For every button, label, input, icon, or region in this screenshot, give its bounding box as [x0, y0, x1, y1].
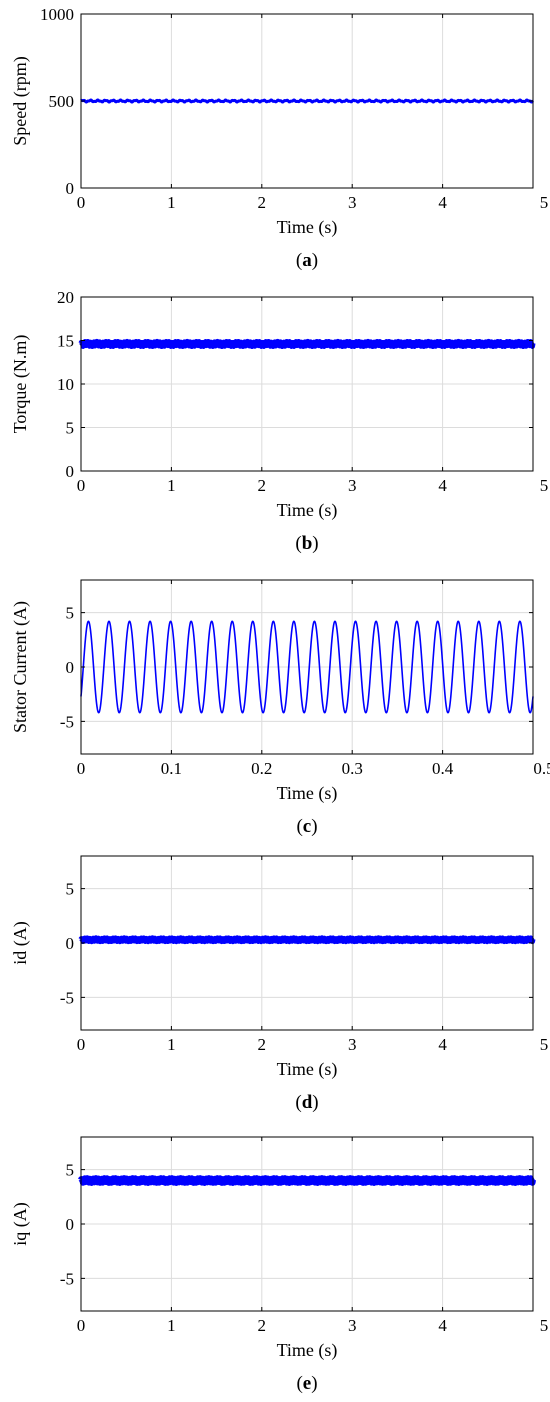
y-tick-label: 5	[66, 880, 75, 899]
series-line	[80, 620, 534, 714]
x-tick-label: 2	[258, 1316, 267, 1335]
x-axis-label: Time (s)	[277, 217, 338, 238]
caption-letter: c	[303, 816, 311, 837]
series-line	[78, 338, 536, 350]
caption-close: )	[311, 1373, 317, 1394]
x-tick-label: 0.2	[251, 759, 272, 778]
x-axis-label: Time (s)	[277, 500, 338, 521]
x-tick-label: 1	[167, 193, 176, 212]
x-axis-label: Time (s)	[277, 1059, 338, 1080]
caption-open: (	[296, 1373, 302, 1394]
y-tick-label: 20	[57, 288, 74, 307]
chart-panel-a: 0 1 2 3 4 5 0 500 1000 Time (s) Speed (rpm) (a)	[10, 5, 548, 271]
y-axis-label: iq (A)	[10, 1202, 31, 1246]
y-tick-label: 0	[66, 934, 75, 953]
x-tick-label: 4	[438, 1316, 447, 1335]
x-tick-label: 0.5	[533, 759, 550, 778]
x-tick-label: 2	[258, 476, 267, 495]
x-tick-label: 1	[167, 476, 176, 495]
x-tick-label: 4	[438, 476, 447, 495]
x-tick-label: 4	[438, 1035, 447, 1054]
caption-letter: e	[303, 1373, 311, 1394]
caption-letter: b	[302, 533, 313, 554]
y-axis-label: Stator Current (A)	[10, 601, 31, 733]
caption-close: )	[312, 1092, 318, 1113]
panel-caption: (a)	[296, 250, 318, 271]
x-tick-label: 0	[77, 759, 86, 778]
x-tick-label: 1	[167, 1035, 176, 1054]
x-axis-label: Time (s)	[277, 783, 338, 804]
x-tick-label: 0	[77, 193, 86, 212]
y-tick-label: 500	[49, 92, 75, 111]
caption-open: (	[296, 816, 302, 837]
x-tick-label: 2	[258, 1035, 267, 1054]
x-tick-label: 0	[77, 1035, 86, 1054]
x-tick-label: 1	[167, 1316, 176, 1335]
caption-letter: d	[302, 1092, 313, 1113]
x-tick-label: 0	[77, 1316, 86, 1335]
caption-close: )	[312, 250, 318, 271]
caption-close: )	[311, 816, 317, 837]
x-tick-label: 3	[348, 193, 357, 212]
y-axis-label: Speed (rpm)	[10, 56, 31, 145]
caption-open: (	[296, 250, 302, 271]
x-tick-label: 2	[258, 193, 267, 212]
y-tick-label: 15	[57, 332, 74, 351]
y-tick-label: 5	[66, 1161, 75, 1180]
panel-caption: (b)	[295, 533, 318, 554]
series-line	[78, 1175, 536, 1186]
caption-open: (	[295, 533, 301, 554]
y-tick-label: 0	[66, 179, 75, 198]
series-line	[79, 98, 535, 104]
x-tick-label: 3	[348, 1035, 357, 1054]
y-tick-label: 0	[66, 1215, 75, 1234]
chart-panel-c: 0 0.1 0.2 0.3 0.4 0.5 -5 0 5 Time (s) Stator Curre…	[10, 579, 550, 837]
y-tick-label: 5	[66, 419, 75, 438]
chart-panel-d: 0 1 2 3 4 5 -5 0 5 Time (s) id (A) (d)	[10, 855, 549, 1113]
x-tick-label: 0.1	[161, 759, 182, 778]
x-tick-label: 0	[77, 476, 86, 495]
y-tick-label: -5	[60, 712, 74, 731]
x-tick-label: 5	[540, 1316, 549, 1335]
x-tick-label: 5	[540, 1035, 549, 1054]
x-tick-label: 4	[438, 193, 447, 212]
y-axis-label: id (A)	[10, 921, 31, 965]
y-tick-label: 10	[57, 375, 74, 394]
x-tick-label: 0.3	[342, 759, 363, 778]
panel-caption: (d)	[295, 1092, 318, 1113]
x-tick-label: 0.4	[432, 759, 454, 778]
caption-open: (	[295, 1092, 301, 1113]
y-tick-label: -5	[60, 1269, 74, 1288]
x-axis-label: Time (s)	[277, 1340, 338, 1361]
x-tick-label: 3	[348, 1316, 357, 1335]
y-tick-label: 1000	[40, 5, 74, 24]
y-axis-label: Torque (N.m)	[10, 335, 31, 434]
chart-panel-e: 0 1 2 3 4 5 -5 0 5 Time (s) iq (A) (e)	[10, 1136, 549, 1394]
y-tick-label: 0	[66, 462, 75, 481]
panel-caption: (c)	[296, 816, 317, 837]
caption-letter: a	[302, 250, 312, 271]
series-line	[78, 935, 536, 945]
panel-caption: (e)	[296, 1373, 317, 1394]
y-tick-label: 5	[66, 604, 75, 623]
x-tick-label: 3	[348, 476, 357, 495]
caption-close: )	[312, 533, 318, 554]
chart-panel-b: 0 1 2 3 4 5 0 5 10 15 20 Time (s) Torque (N.m) (b)	[10, 288, 548, 554]
x-tick-label: 5	[540, 476, 549, 495]
y-tick-label: 0	[66, 658, 75, 677]
x-tick-label: 5	[540, 193, 549, 212]
y-tick-label: -5	[60, 988, 74, 1007]
